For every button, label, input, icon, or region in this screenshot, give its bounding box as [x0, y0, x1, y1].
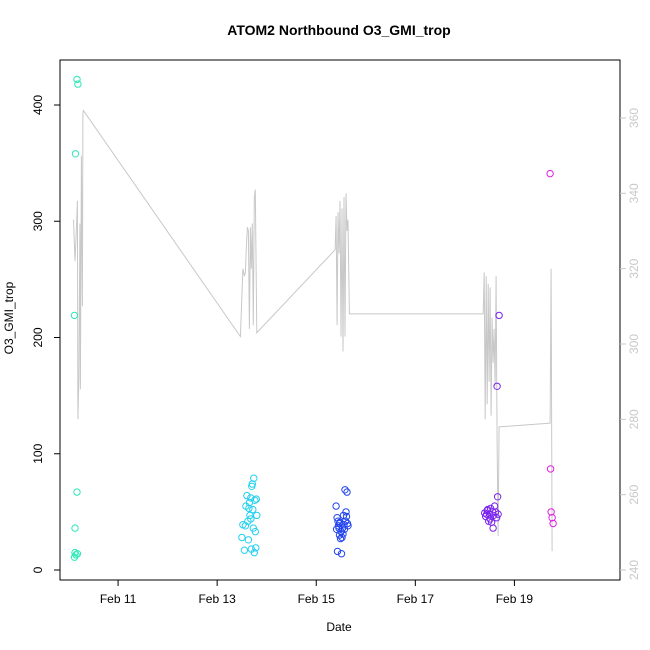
data-point [494, 510, 502, 518]
x-tick-label: Feb 13 [198, 592, 236, 606]
data-point [251, 496, 259, 504]
data-point [339, 530, 347, 538]
data-point [249, 505, 257, 514]
data-point [73, 488, 81, 496]
data-point [245, 504, 253, 513]
y2-tick-label: 240 [627, 560, 641, 580]
y-tick-label: 300 [31, 211, 45, 231]
data-point [342, 512, 351, 521]
data-point [238, 533, 246, 542]
data-point [70, 553, 79, 561]
data-point [495, 311, 503, 320]
data-point [250, 474, 258, 482]
y2-tick-label: 300 [627, 334, 641, 354]
data-point [70, 311, 79, 320]
data-point [335, 519, 344, 528]
data-point [333, 547, 342, 556]
data-point [332, 502, 340, 510]
x-tick-label: Feb 17 [397, 592, 435, 606]
data-point [73, 75, 81, 84]
data-point [252, 544, 260, 552]
data-point [71, 524, 79, 532]
data-point [247, 494, 255, 502]
data-point [549, 519, 557, 528]
y2-tick-label: 340 [627, 183, 641, 203]
data-point [74, 80, 82, 88]
points-layer [70, 75, 557, 561]
data-point [247, 515, 255, 523]
data-point [247, 545, 256, 553]
data-point [493, 493, 502, 501]
data-point [338, 533, 346, 542]
y-tick-label: 0 [31, 566, 45, 573]
y2-tick-label: 320 [627, 258, 641, 278]
y2-tick-label: 280 [627, 409, 641, 429]
data-point [546, 169, 554, 178]
y-axis-right: 240 260 280 300 320 340 360 [620, 108, 641, 580]
data-point [240, 546, 249, 554]
x-tick-label: Feb 11 [100, 592, 137, 606]
data-point [251, 527, 260, 536]
data-point [341, 486, 349, 494]
chart-title: ATOM2 Northbound O3_GMI_trop [227, 22, 450, 38]
plot-frame [59, 59, 621, 581]
line-series [73, 109, 553, 552]
data-point [340, 521, 348, 529]
data-point [332, 525, 341, 533]
data-point [486, 515, 494, 523]
x-axis: Feb 11 Feb 13 Feb 15 Feb 17 Feb 19 [100, 580, 534, 606]
data-point [253, 511, 261, 520]
y-tick-label: 100 [31, 443, 45, 463]
data-point [343, 488, 351, 496]
y-tick-label: 400 [31, 95, 45, 115]
data-point [252, 495, 260, 503]
data-point [493, 382, 501, 390]
x-axis-label: Date [326, 620, 352, 634]
y-tick-label: 200 [31, 327, 45, 347]
data-point [344, 522, 352, 530]
data-point [546, 465, 555, 473]
x-tick-label: Feb 19 [496, 592, 534, 606]
data-point [243, 491, 251, 500]
data-point [483, 507, 491, 515]
data-point [71, 150, 80, 158]
y-axis-label: O3_GMI_trop [2, 281, 16, 354]
y-axis-left: 0 100 200 300 400 [31, 95, 60, 573]
data-point [335, 531, 344, 539]
data-point [489, 524, 497, 532]
x-tick-label: Feb 15 [298, 592, 336, 606]
data-point [244, 536, 253, 544]
y2-tick-label: 360 [627, 108, 641, 128]
line-series-layer [73, 109, 553, 552]
data-point [342, 508, 350, 516]
y2-tick-label: 260 [627, 484, 641, 504]
data-point [337, 550, 346, 558]
